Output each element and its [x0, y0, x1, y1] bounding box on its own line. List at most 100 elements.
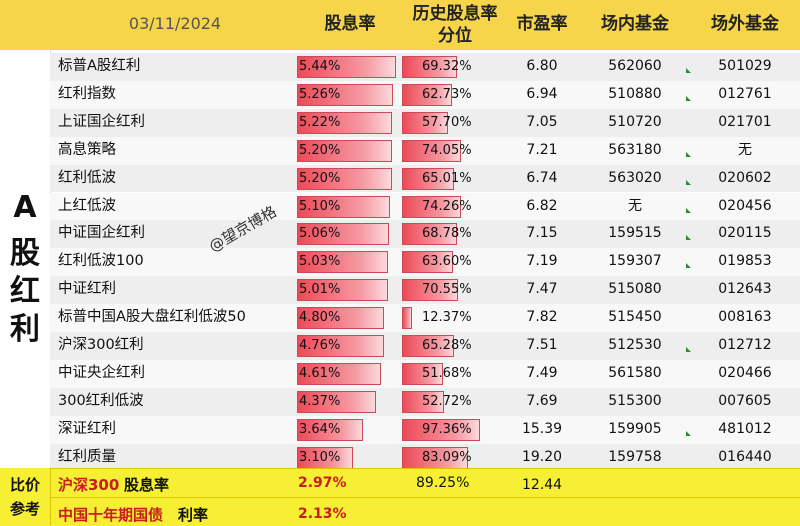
footer1-yield: 2.97% [298, 475, 347, 491]
onfund-code: 159905 [608, 420, 662, 437]
comment-marker [686, 179, 691, 185]
yield-cell: 5.03% [297, 251, 397, 274]
hist-value: 83.09% [422, 449, 472, 465]
footer-label-line1: 比价 [9, 476, 40, 494]
onfund-code: 510880 [608, 85, 662, 102]
hist-bar [402, 223, 458, 246]
pe-value: 6.74 [526, 169, 558, 186]
pe-value: 6.80 [526, 58, 558, 74]
yield-bar [297, 111, 392, 134]
onfund-code: 561580 [608, 364, 662, 381]
comment-marker [686, 68, 691, 73]
yield-cell: 4.80% [297, 307, 397, 330]
hist-bar [402, 279, 459, 302]
index-name: 沪深300红利 [58, 337, 144, 353]
footer1-suffix: 股息率 [124, 476, 170, 494]
hist-value: 74.26% [422, 198, 472, 214]
side-char: A [13, 190, 37, 225]
hist-cell: 57.70% [402, 111, 482, 134]
pe-value: 7.51 [526, 337, 558, 353]
header-onfund: 场内基金 [601, 14, 669, 34]
yield-cell: 3.64% [297, 418, 397, 441]
table-row: 红利低波 5.20% 65.01% 6.74 563020 020602 [50, 164, 800, 193]
hist-cell: 62.73% [402, 83, 482, 106]
pe-value: 7.82 [526, 309, 558, 326]
yield-bar [297, 139, 392, 162]
onfund-code: 515300 [608, 392, 662, 409]
hist-cell: 65.28% [402, 335, 482, 357]
yield-bar [297, 362, 381, 385]
index-name: 中证央企红利 [58, 364, 145, 381]
yield-bar [297, 335, 384, 357]
header-bar: 03/11/2024 股息率 历史股息率 分位 市盈率 场内基金 场外基金 [0, 0, 800, 50]
index-name: 中证国企红利 [58, 225, 145, 242]
yield-cell: 5.10% [297, 195, 397, 218]
pe-value: 7.69 [526, 392, 558, 409]
yield-cell: 5.44% [297, 56, 397, 78]
hist-value: 68.78% [422, 226, 472, 242]
offfund-code: 无 [738, 141, 752, 158]
pe-value: 15.39 [521, 420, 563, 437]
hist-bar [402, 56, 458, 78]
hist-bar [402, 111, 449, 134]
hist-bar [402, 83, 453, 106]
table-row: 高息策略 5.20% 74.05% 7.21 563180 无 [50, 136, 800, 165]
pe-value: 7.05 [526, 113, 558, 130]
yield-value: 4.80% [299, 310, 341, 326]
yield-cell: 4.76% [297, 335, 397, 357]
header-hist-line1: 历史股息率 [412, 4, 498, 24]
index-name: 红利质量 [58, 448, 116, 465]
comment-marker [686, 347, 691, 352]
hist-bar [402, 195, 462, 218]
footer2-yield: 2.13% [298, 506, 347, 522]
onfund-code: 563020 [608, 169, 662, 186]
offfund-code: 012761 [718, 85, 772, 102]
hist-value: 97.36% [422, 421, 472, 437]
yield-bar [297, 195, 390, 218]
onfund-code: 562060 [608, 58, 662, 74]
hist-bar [402, 139, 462, 162]
yield-cell: 5.22% [297, 111, 397, 134]
index-name: 标普A股红利 [58, 58, 141, 74]
footer-label: 比价 参考 [0, 468, 51, 525]
footer2-name: 中国十年期国债 [58, 506, 164, 524]
table-row: 中证央企红利 4.61% 51.68% 7.49 561580 020466 [50, 359, 800, 388]
pe-value: 7.15 [526, 225, 558, 242]
onfund-code: 515450 [608, 309, 662, 326]
onfund-code: 512530 [608, 337, 662, 353]
yield-value: 5.01% [299, 282, 341, 298]
hist-bar [402, 307, 412, 330]
yield-cell: 5.20% [297, 167, 397, 190]
yield-value: 5.20% [299, 170, 341, 186]
offfund-code: 020466 [718, 364, 772, 381]
comment-marker [686, 235, 691, 241]
table-row: 红利低波100 5.03% 63.60% 7.19 159307 019853 [50, 248, 800, 277]
offfund-code: 020456 [718, 197, 772, 214]
table-row: 深证红利 3.64% 97.36% 15.39 159905 481012 [50, 415, 800, 444]
hist-value: 57.70% [422, 114, 472, 130]
yield-cell: 5.01% [297, 279, 397, 302]
table-row: 红利指数 5.26% 62.73% 6.94 510880 012761 [50, 80, 800, 109]
yield-bar [297, 390, 377, 413]
yield-value: 5.44% [299, 59, 341, 74]
hist-value: 62.73% [422, 86, 472, 102]
pe-value: 7.19 [526, 253, 558, 270]
index-name: 300红利低波 [58, 392, 144, 409]
hist-cell: 97.36% [402, 418, 482, 441]
yield-value: 5.20% [299, 142, 341, 158]
offfund-code: 012712 [718, 337, 772, 353]
hist-cell: 52.72% [402, 390, 482, 413]
hist-value: 51.68% [422, 365, 472, 381]
offfund-code: 020602 [718, 169, 772, 186]
hist-value: 69.32% [422, 59, 472, 74]
index-name: 红利低波100 [58, 253, 144, 270]
hist-bar [402, 390, 445, 413]
yield-cell: 4.61% [297, 362, 397, 385]
hist-cell: 68.78% [402, 223, 482, 246]
offfund-code: 481012 [718, 420, 772, 437]
hist-value: 12.37% [422, 310, 472, 326]
footer-row-1: 沪深300 股息率 2.97% 89.25% 12.44 [0, 468, 800, 497]
yield-value: 5.26% [299, 86, 341, 102]
table-row: 标普A股红利 5.44% 69.32% 6.80 562060 501029 [50, 53, 800, 81]
table-row: 中证红利 5.01% 70.55% 7.47 515080 012643 [50, 276, 800, 305]
